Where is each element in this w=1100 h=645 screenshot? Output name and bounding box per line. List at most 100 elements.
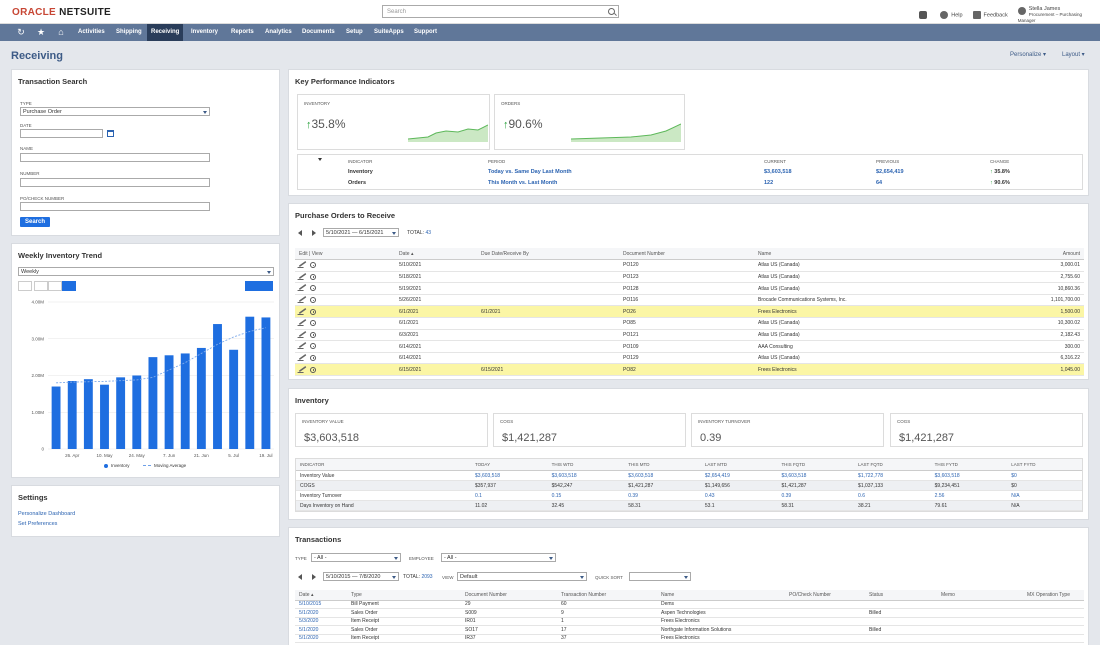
edit-pencil-icon[interactable] bbox=[297, 320, 307, 327]
global-search-input[interactable]: Search bbox=[382, 5, 619, 18]
po-row[interactable]: 5/18/2021 PO123 Atlas US (Canada) 2,755.60 bbox=[295, 271, 1084, 284]
transaction-row[interactable]: 5/3/2020 Item Receipt IR01 1 Frees Electroni… bbox=[295, 617, 1084, 626]
tx-col-1[interactable]: Type bbox=[347, 590, 461, 601]
transaction-row[interactable]: 5/1/2020 Item Receipt IR37 37 Frees Electron… bbox=[295, 634, 1084, 643]
create-new-icon[interactable] bbox=[919, 11, 930, 19]
period-select[interactable]: Weekly bbox=[18, 267, 274, 276]
col-document-number[interactable]: Document Number bbox=[619, 248, 754, 261]
po-row[interactable]: 6/14/2021 PO109 AAA Consulting 300.00 bbox=[295, 340, 1084, 353]
inventory-cell[interactable]: 32.45 bbox=[547, 500, 625, 512]
cogs-box[interactable]: COGS $1,421,287 bbox=[493, 413, 686, 447]
search-button[interactable]: Search bbox=[20, 217, 51, 227]
type-select[interactable]: Purchase Order bbox=[20, 107, 210, 116]
po-row[interactable]: 6/1/2021 6/1/2021 PO26 Frees Electronics 1,5… bbox=[295, 305, 1084, 319]
transaction-cell[interactable]: 5/1/2020 bbox=[295, 625, 347, 635]
tx-col-4[interactable]: Name bbox=[657, 590, 785, 601]
edit-pencil-icon[interactable] bbox=[297, 331, 307, 338]
inventory-cell[interactable]: 0.39 bbox=[624, 490, 701, 502]
inventory-cell[interactable]: 0.6 bbox=[854, 490, 931, 502]
inventory-cell[interactable]: $1,421,287 bbox=[777, 480, 855, 492]
prev-arrow-icon[interactable] bbox=[298, 574, 302, 580]
set-preferences-link[interactable]: Set Preferences bbox=[18, 521, 58, 527]
inventory-cell[interactable]: N/A bbox=[1007, 500, 1082, 512]
kpi-row-current[interactable]: $3,603,518 bbox=[764, 169, 792, 175]
inventory-cell[interactable]: 58.31 bbox=[624, 500, 701, 512]
inventory-bar[interactable] bbox=[180, 353, 190, 449]
kpi-orders-box[interactable]: ORDERS ↑90.6% bbox=[494, 94, 685, 150]
col-name[interactable]: Name bbox=[754, 248, 993, 261]
inventory-bar[interactable] bbox=[148, 357, 158, 449]
inventory-cell[interactable]: 0.43 bbox=[700, 490, 778, 502]
edit-pencil-icon[interactable] bbox=[297, 343, 307, 350]
inventory-cell[interactable]: $9,234,451 bbox=[930, 480, 1008, 492]
nav-documents[interactable]: Documents bbox=[302, 29, 335, 35]
transaction-cell[interactable]: 5/1/2020 bbox=[295, 634, 347, 643]
view-eye-icon[interactable] bbox=[310, 331, 316, 338]
view-eye-icon[interactable] bbox=[310, 366, 316, 373]
inventory-cell[interactable]: $1,421,287 bbox=[624, 480, 701, 492]
view-eye-icon[interactable] bbox=[310, 262, 316, 269]
collapse-icon[interactable] bbox=[318, 158, 322, 161]
po-row[interactable]: 6/15/2021 6/15/2021 PO82 Frees Electronics 1… bbox=[295, 363, 1084, 377]
employee-select[interactable]: - All - bbox=[441, 553, 556, 562]
inventory-cell[interactable]: $3,603,518 bbox=[777, 470, 855, 482]
favorites-star-icon[interactable]: ★ bbox=[36, 27, 46, 37]
view-eye-icon[interactable] bbox=[310, 343, 316, 350]
inventory-bar[interactable] bbox=[196, 347, 206, 449]
number-input[interactable] bbox=[20, 178, 210, 187]
tx-col-2[interactable]: Document Number bbox=[461, 590, 557, 601]
inventory-bar[interactable] bbox=[51, 386, 61, 449]
inventory-cell[interactable]: $3,603,518 bbox=[930, 470, 1008, 482]
nav-activities[interactable]: Activities bbox=[78, 29, 105, 35]
date-range-select[interactable]: 5/10/2021 — 6/15/2021 bbox=[323, 228, 399, 237]
kpi-row-previous[interactable]: $2,654,419 bbox=[876, 169, 904, 175]
po-row[interactable]: 5/26/2021 PO116 Brocade Communications Sys… bbox=[295, 294, 1084, 307]
line-chart-button[interactable] bbox=[34, 281, 48, 291]
edit-pencil-icon[interactable] bbox=[297, 262, 307, 269]
calendar-icon[interactable] bbox=[107, 130, 114, 137]
inventory-bar[interactable] bbox=[67, 381, 77, 449]
inventory-cell[interactable]: $357,937 bbox=[471, 480, 548, 492]
nav-receiving[interactable]: Receiving bbox=[147, 24, 184, 41]
type-select[interactable]: - All - bbox=[311, 553, 401, 562]
tx-col-7[interactable]: Memo bbox=[937, 590, 1023, 601]
inventory-cell[interactable]: 79.61 bbox=[930, 500, 1008, 512]
tx-col-3[interactable]: Transaction Number bbox=[557, 590, 657, 601]
po-row[interactable]: 5/19/2021 PO128 Atlas US (Canada) 10,860.36 bbox=[295, 282, 1084, 295]
inventory-cell[interactable]: 0.15 bbox=[547, 490, 625, 502]
next-arrow-icon[interactable] bbox=[312, 574, 316, 580]
search-icon[interactable] bbox=[608, 8, 615, 15]
view-eye-icon[interactable] bbox=[310, 308, 316, 315]
home-icon[interactable]: ⌂ bbox=[58, 27, 64, 37]
view-select[interactable]: Default bbox=[457, 572, 587, 581]
transaction-cell[interactable]: 5/3/2020 bbox=[295, 617, 347, 626]
view-eye-icon[interactable] bbox=[310, 273, 316, 280]
nav-shipping[interactable]: Shipping bbox=[116, 29, 142, 35]
nav-reports[interactable]: Reports bbox=[231, 29, 254, 35]
personalize-button[interactable]: Personalize ▾ bbox=[1010, 52, 1047, 58]
horizontal-bar-button[interactable] bbox=[48, 281, 62, 291]
inventory-cell[interactable]: $3,603,518 bbox=[624, 470, 701, 482]
help-link[interactable]: Help bbox=[940, 11, 963, 19]
inventory-bar[interactable] bbox=[132, 375, 142, 450]
tx-col-6[interactable]: Status bbox=[865, 590, 937, 601]
edit-pencil-icon[interactable] bbox=[297, 273, 307, 280]
po-row[interactable]: 6/3/2021 PO121 Atlas US (Canada) 2,182.43 bbox=[295, 329, 1084, 342]
view-eye-icon[interactable] bbox=[310, 320, 316, 327]
inventory-bar[interactable] bbox=[100, 384, 109, 449]
name-input[interactable] bbox=[20, 153, 210, 162]
inventory-bar[interactable] bbox=[245, 316, 255, 449]
next-arrow-icon[interactable] bbox=[312, 230, 316, 236]
nav-analytics[interactable]: Analytics bbox=[265, 29, 292, 35]
transaction-cell[interactable]: 5/1/2020 bbox=[295, 608, 347, 618]
inventory-turnover-box[interactable]: INVENTORY TURNOVER 0.39 bbox=[691, 413, 884, 447]
transaction-cell[interactable]: 5/10/2015 bbox=[295, 600, 347, 609]
inventory-cell[interactable]: 53.1 bbox=[700, 500, 778, 512]
inventory-cell[interactable]: $542,247 bbox=[547, 480, 625, 492]
inventory-bar[interactable] bbox=[213, 324, 222, 449]
nav-inventory[interactable]: Inventory bbox=[191, 29, 219, 35]
edit-pencil-icon[interactable] bbox=[297, 297, 307, 303]
inventory-cell[interactable]: $1,149,656 bbox=[700, 480, 778, 492]
inventory-cell[interactable]: 58.31 bbox=[777, 500, 855, 512]
inventory-cell[interactable]: $1,722,778 bbox=[854, 470, 931, 482]
